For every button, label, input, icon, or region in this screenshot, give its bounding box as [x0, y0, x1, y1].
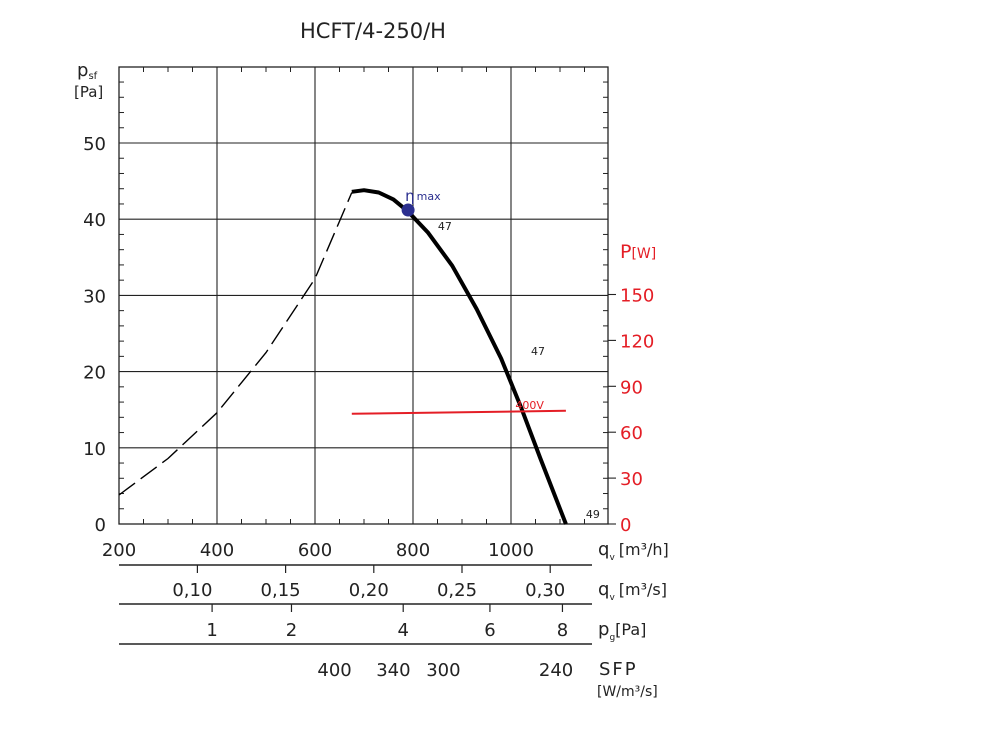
left-tick-label: 50 — [83, 134, 106, 155]
scale-tick-label: 4 — [397, 620, 408, 641]
left-tick-label: 0 — [95, 515, 106, 536]
efficiency-label: 49 — [586, 508, 600, 521]
scale-tick-label: 8 — [557, 620, 568, 641]
scale-m3s: 0,10 0,15 0,20 0,25 0,30 — [119, 564, 592, 601]
scale-tick-label: 0,30 — [525, 580, 565, 601]
scale-tick-label: 6 — [484, 620, 495, 641]
left-tick-label: 30 — [83, 286, 106, 307]
eta-max-label: η max — [405, 187, 441, 205]
series-pressure-operating — [351, 188, 568, 525]
left-tick-label: 10 — [83, 439, 106, 460]
left-tick-label: 20 — [83, 363, 106, 384]
power-series-label: 400V — [515, 399, 544, 412]
grid — [119, 67, 608, 524]
left-axis-label: psf — [77, 60, 98, 82]
scale-tick-label: 0,20 — [349, 580, 389, 601]
right-axis-ticks: 0 30 60 90 120 150 — [608, 286, 654, 536]
efficiency-label: 47 — [438, 220, 452, 233]
right-tick-label: 60 — [620, 423, 643, 444]
x-tick-label: 200 — [102, 540, 136, 561]
scale-tick-label: 240 — [539, 660, 573, 681]
efficiency-label: 47 — [531, 345, 545, 358]
scale-tick-label: 1 — [206, 620, 217, 641]
x-axis-ticks: 200 400 600 800 1000 — [102, 540, 534, 561]
scale-pg-label: pg[Pa] — [598, 619, 646, 643]
sfp-unit: [W/m³/s] — [597, 684, 658, 700]
annotations-layer: η max 47 47 49 400V — [401, 187, 600, 521]
scale-tick-label: 2 — [286, 620, 297, 641]
scale-m3s-label: qv [m³/s] — [598, 579, 667, 603]
scale-tick-label: 0,25 — [437, 580, 477, 601]
scale-tick-label: 340 — [376, 660, 410, 681]
right-tick-label: 120 — [620, 331, 654, 352]
right-tick-label: 30 — [620, 469, 643, 490]
right-tick-label: 90 — [620, 377, 643, 398]
chart-title: HCFT/4-250/H — [300, 19, 446, 43]
series-pressure-extrapolated — [118, 192, 353, 496]
left-tick-label: 40 — [83, 210, 106, 231]
left-axis-ticks: 0 10 20 30 40 50 — [83, 134, 106, 536]
series-power — [351, 409, 566, 415]
right-tick-label: 0 — [620, 515, 631, 536]
sfp-label: SFP — [599, 659, 638, 680]
x-tick-label: 1000 — [488, 540, 534, 561]
x-tick-label: 600 — [298, 540, 332, 561]
scale-pg: 1 2 4 6 8 — [119, 603, 592, 641]
scale-tick-label: 0,15 — [261, 580, 301, 601]
right-axis-label: P[W] — [620, 241, 656, 263]
scale-tick-label: 0,10 — [172, 580, 212, 601]
eta-max-marker — [401, 203, 415, 217]
scale-tick-label: 300 — [426, 660, 460, 681]
right-tick-label: 150 — [620, 286, 654, 307]
x-tick-label: 800 — [396, 540, 430, 561]
scale-sfp: 400 340 300 240 — [119, 643, 592, 681]
left-axis-unit: [Pa] — [74, 83, 103, 101]
x-tick-label: 400 — [200, 540, 234, 561]
x-axis-label: qv [m³/h] — [598, 539, 669, 563]
series-layer — [118, 188, 568, 525]
scale-tick-label: 400 — [317, 660, 351, 681]
